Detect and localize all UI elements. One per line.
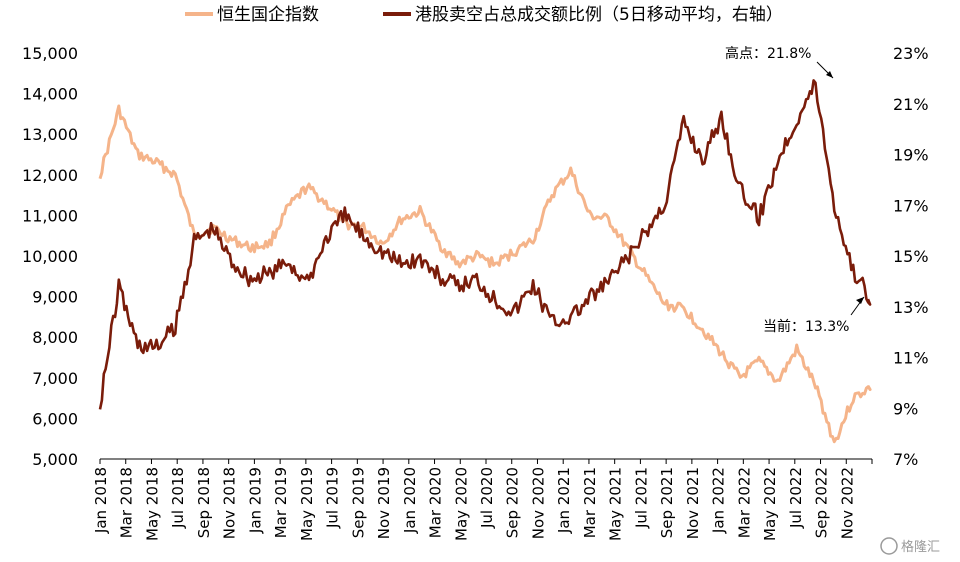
annotation-high-arrowhead: [826, 71, 833, 78]
left-tick-label: 15,000: [22, 44, 78, 63]
x-tick-label: Nov 2022: [838, 467, 856, 539]
x-tick-label: Sep 2020: [504, 467, 522, 538]
legend-label-series-2: 港股卖空占总成交额比例（5日移动平均，右轴）: [415, 5, 783, 25]
annotation-high: 高点：21.8%: [725, 45, 811, 62]
x-tick-label: Jul 2019: [324, 467, 342, 529]
x-tick-label: Mar 2018: [118, 467, 136, 538]
x-axis: Jan 2018 Mar 2018 May 2018 Jul 2018 Sep 2018…: [92, 458, 873, 541]
series-line-1: [98, 104, 872, 444]
right-tick-label: 15%: [893, 247, 929, 266]
x-tick-label: Mar 2019: [272, 467, 290, 538]
left-tick-label: 5,000: [32, 450, 78, 469]
right-tick-label: 19%: [893, 146, 929, 165]
left-tick-label: 14,000: [22, 85, 78, 104]
x-tick-label: Jan 2018: [92, 467, 110, 534]
x-tick-label: May 2018: [143, 467, 161, 541]
x-tick-label: Jul 2020: [478, 467, 496, 529]
x-tick-label: Mar 2020: [427, 467, 445, 538]
x-tick-label: Nov 2018: [221, 467, 239, 539]
series-line-2: [98, 79, 872, 410]
x-tick-label: May 2021: [607, 467, 625, 541]
x-tick-label: Sep 2021: [658, 467, 676, 538]
x-tick-label: May 2019: [298, 467, 316, 541]
watermark: 格隆汇: [880, 537, 940, 555]
x-tick-label: Mar 2021: [581, 467, 599, 538]
x-tick-label: Jan 2022: [710, 467, 728, 534]
left-tick-label: 13,000: [22, 125, 78, 144]
left-tick-label: 10,000: [22, 247, 78, 266]
left-tick-label: 11,000: [22, 206, 78, 225]
legend-label-series-1: 恒生国企指数: [217, 5, 319, 25]
left-tick-label: 8,000: [32, 328, 78, 347]
annotation-current: 当前：13.3%: [763, 318, 849, 335]
series-group: [98, 79, 872, 444]
watermark-logo-icon: [880, 537, 898, 555]
left-tick-label: 9,000: [32, 288, 78, 307]
x-tick-label: Nov 2019: [375, 467, 393, 539]
right-tick-label: 23%: [893, 44, 929, 63]
right-tick-label: 9%: [893, 399, 918, 418]
x-tick-label: Jan 2019: [246, 467, 264, 534]
x-tick-label: Sep 2019: [349, 467, 367, 538]
right-y-axis: 7% 9% 11% 13% 15% 17% 19% 21% 23%: [893, 44, 929, 469]
x-tick-label: Sep 2018: [195, 467, 213, 538]
right-tick-label: 21%: [893, 95, 929, 114]
right-tick-label: 13%: [893, 298, 929, 317]
x-tick-label: Jul 2021: [632, 467, 650, 529]
right-tick-label: 11%: [893, 349, 929, 368]
x-tick-label: Jan 2021: [555, 467, 573, 534]
x-tick-label: May 2022: [761, 467, 779, 541]
right-tick-label: 17%: [893, 196, 929, 215]
left-y-axis: 5,000 6,000 7,000 8,000 9,000 10,000 11,000 12,…: [22, 44, 78, 469]
left-tick-label: 7,000: [32, 369, 78, 388]
x-tick-label: Nov 2021: [684, 467, 702, 539]
right-tick-label: 7%: [893, 450, 918, 469]
x-tick-label: Nov 2020: [529, 467, 547, 539]
left-tick-label: 6,000: [32, 409, 78, 428]
x-tick-label: Jul 2018: [169, 467, 187, 529]
x-tick-label: Jan 2020: [401, 467, 419, 534]
annotations: 高点：21.8% 当前：13.3%: [725, 45, 865, 335]
x-tick-label: May 2020: [452, 467, 470, 541]
left-tick-label: 12,000: [22, 166, 78, 185]
annotation-current-arrowhead: [856, 297, 864, 304]
legend: 恒生国企指数 港股卖空占总成交额比例（5日移动平均，右轴）: [185, 5, 783, 25]
x-tick-label: Sep 2022: [813, 467, 831, 538]
watermark-text: 格隆汇: [901, 539, 940, 555]
x-tick-label: Mar 2022: [735, 467, 753, 538]
x-tick-label: Jul 2022: [787, 467, 805, 529]
